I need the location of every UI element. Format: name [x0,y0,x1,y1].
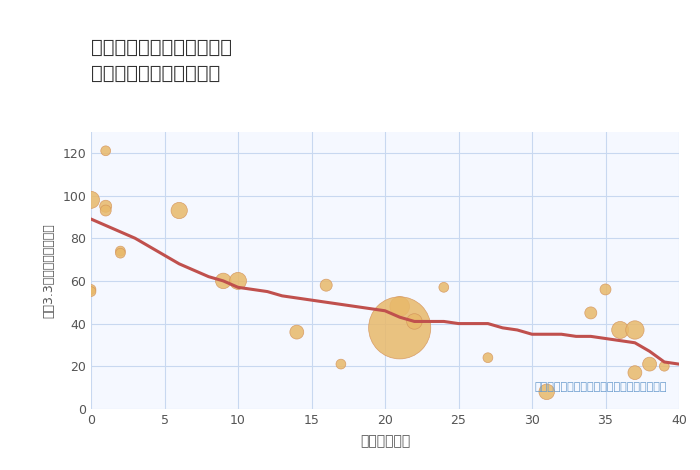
Point [644,360,655,368]
Y-axis label: 坪（3.3㎡）単価（万円）: 坪（3.3㎡）単価（万円） [42,223,55,318]
Point [394,324,405,332]
Text: 円の大きさは、取引のあった物件面積を示す: 円の大きさは、取引のあった物件面積を示す [535,382,667,392]
Point [629,326,641,334]
Point [100,207,111,214]
Point [85,288,97,295]
Point [541,388,552,396]
Point [585,309,596,317]
Text: 三重県桑名市多度町力尾の
築年数別中古戸建て価格: 三重県桑名市多度町力尾の 築年数別中古戸建て価格 [91,38,232,83]
Point [600,286,611,293]
Point [85,286,97,293]
X-axis label: 築年数（年）: 築年数（年） [360,434,410,448]
Point [615,326,626,334]
Point [115,250,126,257]
Point [115,247,126,255]
Point [291,329,302,336]
Point [409,318,420,325]
Point [321,282,332,289]
Point [482,354,493,361]
Point [218,277,229,285]
Point [100,147,111,155]
Point [438,283,449,291]
Point [85,196,97,204]
Point [659,362,670,370]
Point [629,369,641,376]
Point [232,277,244,285]
Point [174,207,185,214]
Point [100,203,111,210]
Point [394,303,405,310]
Point [335,360,346,368]
